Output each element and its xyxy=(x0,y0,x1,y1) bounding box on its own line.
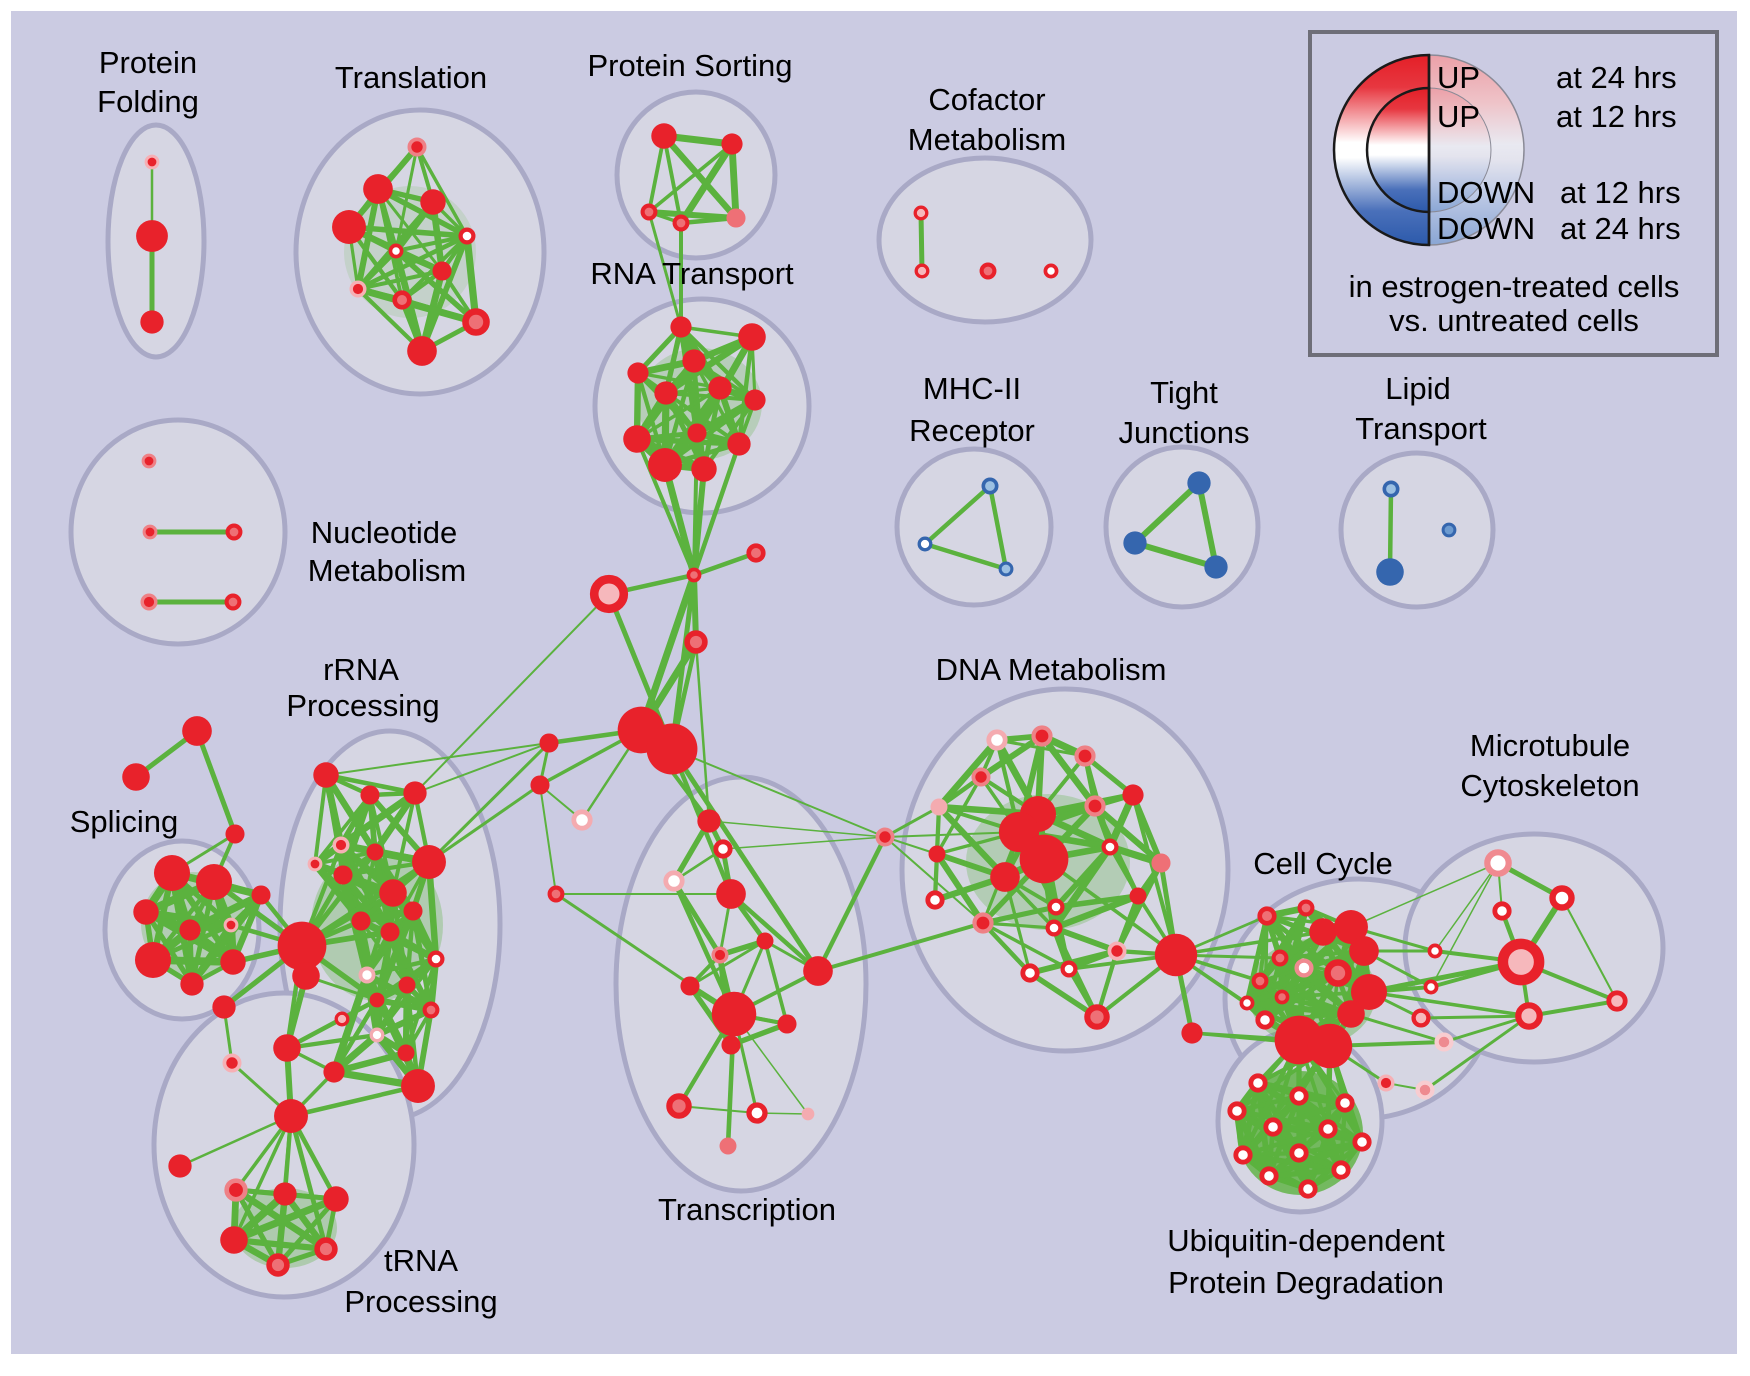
svg-text:in estrogen-treated cells: in estrogen-treated cells xyxy=(1349,269,1680,304)
svg-text:Protein Sorting: Protein Sorting xyxy=(587,48,792,83)
svg-text:Transport: Transport xyxy=(1355,411,1487,446)
svg-text:Ubiquitin-dependent: Ubiquitin-dependent xyxy=(1167,1223,1445,1258)
svg-text:vs. untreated cells: vs. untreated cells xyxy=(1389,303,1639,338)
svg-text:Cofactor: Cofactor xyxy=(928,82,1045,117)
svg-text:MHC-II: MHC-II xyxy=(923,371,1021,406)
svg-text:Tight: Tight xyxy=(1150,375,1218,410)
svg-text:DNA Metabolism: DNA Metabolism xyxy=(936,652,1167,687)
svg-text:Metabolism: Metabolism xyxy=(908,122,1067,157)
svg-text:UP: UP xyxy=(1437,60,1480,95)
svg-text:DOWN: DOWN xyxy=(1437,211,1535,246)
svg-text:Folding: Folding xyxy=(97,84,199,119)
svg-text:Metabolism: Metabolism xyxy=(308,553,467,588)
svg-text:Microtubule: Microtubule xyxy=(1470,728,1630,763)
svg-text:Translation: Translation xyxy=(335,60,487,95)
svg-text:Cytoskeleton: Cytoskeleton xyxy=(1460,768,1639,803)
svg-text:Splicing: Splicing xyxy=(70,804,179,839)
svg-text:Receptor: Receptor xyxy=(909,413,1035,448)
svg-text:Nucleotide: Nucleotide xyxy=(311,515,457,550)
svg-text:rRNA: rRNA xyxy=(323,652,399,687)
svg-text:Lipid: Lipid xyxy=(1385,371,1451,406)
svg-text:at 12 hrs: at 12 hrs xyxy=(1560,175,1681,210)
svg-text:RNA Transport: RNA Transport xyxy=(590,256,794,291)
svg-text:Transcription: Transcription xyxy=(658,1192,836,1227)
svg-text:Junctions: Junctions xyxy=(1119,415,1250,450)
svg-text:Protein Degradation: Protein Degradation xyxy=(1168,1265,1444,1300)
svg-text:Cell Cycle: Cell Cycle xyxy=(1253,846,1393,881)
svg-text:DOWN: DOWN xyxy=(1437,175,1535,210)
svg-text:at 24 hrs: at 24 hrs xyxy=(1556,60,1677,95)
svg-text:Processing: Processing xyxy=(286,688,439,723)
svg-text:tRNA: tRNA xyxy=(384,1243,458,1278)
svg-text:UP: UP xyxy=(1437,99,1480,134)
svg-text:at 12 hrs: at 12 hrs xyxy=(1556,99,1677,134)
svg-text:at 24 hrs: at 24 hrs xyxy=(1560,211,1681,246)
svg-text:Protein: Protein xyxy=(99,45,197,80)
svg-text:Processing: Processing xyxy=(344,1284,497,1319)
